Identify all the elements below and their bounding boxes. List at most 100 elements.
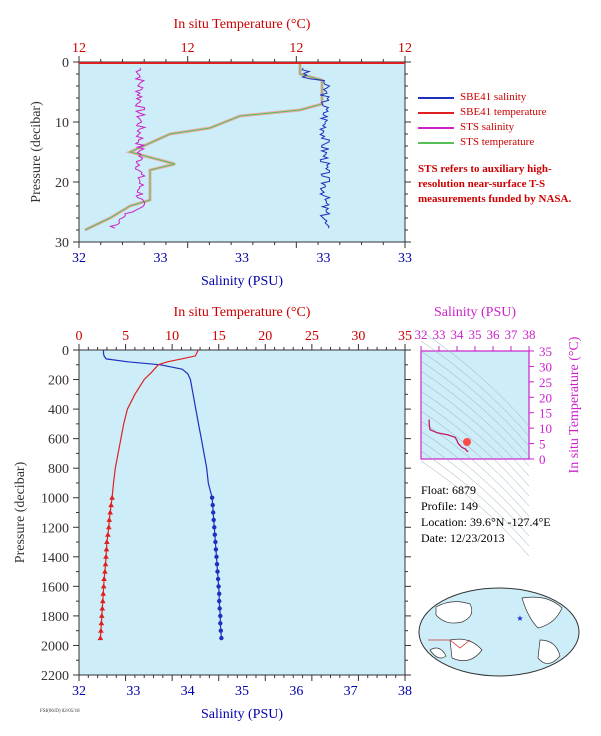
legend-swatch-3: [418, 141, 454, 144]
main-panel-sal-tick-5: 37: [344, 684, 358, 699]
ts-temperature-tick-4: 20: [539, 390, 552, 405]
temperature-point-20: [104, 539, 110, 544]
main-panel-pressure-tick-5: 1000: [41, 492, 69, 507]
temperature-point-30: [99, 612, 105, 618]
main-panel-temp-tick-2: 10: [165, 329, 179, 344]
ts-isopycnal-5: [420, 380, 530, 477]
salinity-point-29: [217, 591, 222, 596]
ts-temperature-tick-7: 35: [539, 344, 552, 359]
salinity-point-33: [218, 621, 223, 626]
top-legend: SBE41 salinity SBE41 temperature STS sal…: [418, 90, 546, 150]
main-panel-pressure-tick-11: 2200: [41, 669, 69, 684]
temperature-point-31: [98, 620, 105, 626]
temperature-point-33: [97, 635, 104, 641]
salinity-point-23: [213, 547, 219, 552]
ts-salinity-tick-1: 33: [433, 327, 446, 342]
main-panel-sal-tick-3: 35: [235, 684, 249, 699]
top-panel-temp-tick-1: 12: [181, 41, 195, 56]
float-location: Location: 39.6°N -127.4°E: [421, 515, 551, 529]
main-panel-temp-tick-3: 15: [212, 329, 226, 344]
ts-isopycnal-12: [420, 450, 530, 547]
float-info: Float: 6879 Profile: 149 Location: 39.6°…: [421, 482, 551, 546]
map-landmass-4: [537, 639, 561, 664]
main-panel-sal-tick-6: 38: [398, 684, 412, 699]
legend-label-0: SBE41 salinity: [460, 91, 527, 103]
temperature-point-14: [109, 494, 115, 500]
temperature-point-16: [107, 509, 113, 515]
salinity-point-20: [212, 525, 217, 530]
top-panel-sal-tick-2: 33: [235, 251, 249, 266]
salinity-point-30: [217, 598, 222, 604]
legend-swatch-2: [418, 126, 454, 129]
ts-isopycnal-1: [420, 340, 530, 437]
salinity-point-21: [212, 532, 217, 537]
salinity-point-31: [217, 606, 222, 611]
main-panel-pressure-tick-7: 1400: [41, 551, 69, 566]
top-panel-temp-axis-label: In situ Temperature (°C): [174, 17, 311, 32]
ts-salinity-tick-6: 38: [523, 327, 536, 342]
main-panel-pressure-tick-6: 1200: [41, 521, 69, 536]
top-panel-sal-axis-label: Salinity (PSU): [201, 274, 283, 289]
main-panel-pressure-tick-3: 600: [48, 433, 69, 448]
main-panel-temp-axis-label: In situ Temperature (°C): [174, 305, 311, 320]
top-panel-sal-tick-3: 33: [317, 251, 331, 266]
main-panel-pressure-tick-4: 800: [48, 462, 69, 477]
main-panel-pressure-tick-1: 200: [48, 374, 69, 389]
temperature-point-28: [100, 598, 106, 604]
main-panel-temp-tick-1: 5: [122, 329, 129, 344]
legend-label-3: STS temperature: [460, 136, 535, 148]
ts-temperature-tick-2: 10: [539, 421, 552, 436]
ts-temperature-tick-0: 0: [539, 452, 546, 467]
main-panel-pressure-tick-10: 2000: [41, 639, 69, 654]
map-boundary: [428, 639, 471, 649]
sts-temperature-line: [84, 62, 323, 231]
ts-salinity-tick-4: 36: [487, 327, 501, 342]
ts-temperature-tick-5: 25: [539, 375, 552, 390]
temperature-point-26: [100, 583, 107, 589]
ts-salinity-tick-0: 32: [415, 327, 428, 342]
top-panel-sal-tick-4: 33: [398, 251, 412, 266]
profile-number: Profile: 149: [421, 499, 478, 513]
main-panel-pressure-tick-2: 400: [48, 403, 69, 418]
ts-isopycnal-10: [420, 430, 530, 527]
temperature-point-22: [103, 553, 109, 559]
main-panel-sal-tick-4: 36: [289, 684, 303, 699]
top-panel-temp-tick-0: 12: [72, 41, 86, 56]
top-panel-pressure-tick-1: 10: [55, 116, 69, 131]
map-landmass-0: [435, 601, 473, 624]
ts-isopycnal-6: [420, 390, 530, 487]
temperature-profile-line: [99, 349, 199, 639]
salinity-point-27: [215, 576, 221, 582]
temperature-point-29: [99, 605, 106, 611]
main-panel-pressure-tick-8: 1600: [41, 580, 69, 595]
ts-plot-area: [420, 350, 530, 460]
salinity-point-25: [214, 562, 220, 567]
sts-note: STS refers to auxiliary high-resolution …: [418, 163, 572, 205]
legend-label-1: SBE41 temperature: [460, 106, 547, 118]
salinity-point-24: [214, 554, 219, 559]
temperature-point-18: [106, 524, 112, 530]
salinity-point-18: [211, 510, 216, 515]
ts-isopycnal-11: [420, 440, 530, 537]
ts-isopycnal-13: [420, 460, 530, 557]
main-panel-pressure-tick-0: 0: [62, 344, 69, 359]
map-landmass-2: [449, 638, 483, 661]
main-panel-temp-tick-7: 35: [398, 329, 412, 344]
legend-entry-0: SBE41 salinity: [418, 90, 546, 105]
ts-isopycnal-9: [420, 420, 530, 517]
ts-temperature-tick-6: 30: [539, 359, 552, 374]
top-panel-pressure-axis-label: Pressure (decibar): [29, 101, 44, 203]
salinity-point-32: [218, 613, 223, 619]
top-panel-sal-tick-1: 33: [154, 251, 168, 266]
temperature-point-24: [102, 568, 108, 574]
ts-temperature-axis-label: In situ Temperature (°C): [567, 336, 582, 473]
temperature-point-15: [108, 502, 114, 508]
float-id: Float: 6879: [421, 483, 477, 497]
float-position-marker: ★: [516, 614, 523, 623]
location-map: [418, 587, 580, 677]
legend-entry-1: SBE41 temperature: [418, 105, 546, 120]
map-landmass-1: [521, 596, 563, 629]
ts-isopycnal-0: [420, 330, 530, 427]
salinity-point-28: [216, 584, 221, 589]
